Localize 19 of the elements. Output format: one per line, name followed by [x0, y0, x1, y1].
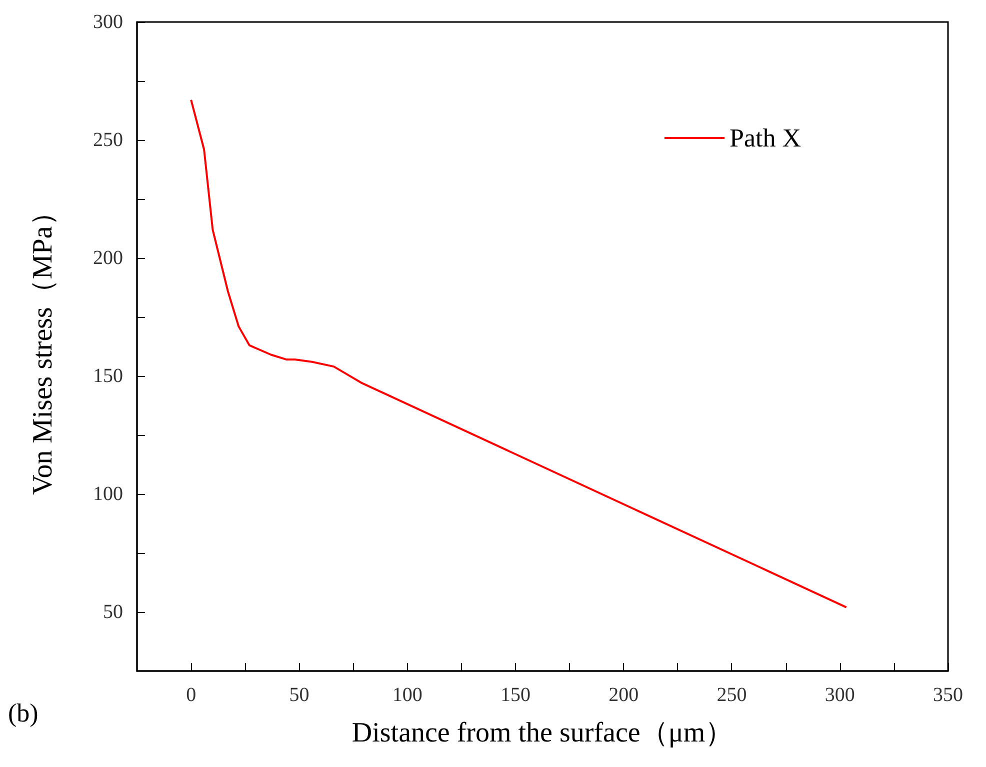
x-tick-label: 50 [289, 684, 310, 706]
line-series [190, 98, 848, 608]
x-tick-label: 200 [608, 684, 639, 706]
x-tick-label: 300 [824, 684, 855, 706]
y-tick-label: 150 [93, 365, 123, 387]
text: (b) [8, 698, 38, 728]
x-tick-label: 100 [392, 684, 422, 706]
x-tick-label: 0 [186, 684, 196, 706]
legend-label: Path X [730, 124, 802, 152]
y-axis-title: Von Mises stress（MPa） [28, 198, 58, 495]
x-tick-label: 150 [500, 684, 530, 706]
y-tick-label: 200 [93, 247, 123, 269]
x-axis-title: Distance from the surface（μm） [352, 718, 734, 748]
x-tick-label: 350 [933, 684, 963, 706]
y-tick-label: 100 [93, 483, 123, 505]
y-tick-label: 50 [103, 601, 123, 623]
y-tick-label: 250 [93, 129, 123, 151]
x-tick-label: 250 [716, 684, 747, 706]
y-tick-label: 300 [93, 11, 123, 33]
